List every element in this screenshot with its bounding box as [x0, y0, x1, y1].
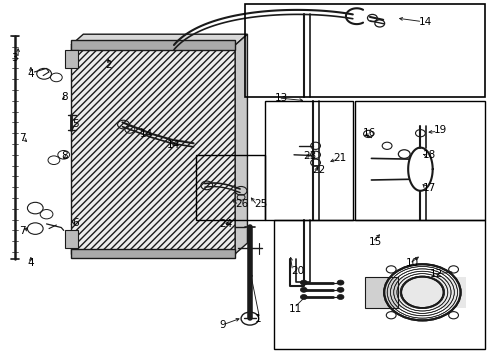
- Text: 2: 2: [105, 60, 112, 70]
- Text: 8: 8: [61, 150, 68, 161]
- Bar: [355, 101, 485, 220]
- Bar: [245, 4, 485, 97]
- Bar: [71, 249, 235, 258]
- Bar: [265, 101, 353, 220]
- Text: 6: 6: [73, 218, 79, 228]
- Text: 15: 15: [368, 237, 382, 247]
- Circle shape: [337, 294, 344, 300]
- Text: 7: 7: [19, 226, 25, 236]
- Bar: [71, 40, 235, 49]
- Bar: [379, 277, 465, 308]
- Text: 11: 11: [289, 304, 302, 314]
- Text: 1: 1: [255, 314, 262, 324]
- Text: 20: 20: [292, 266, 305, 276]
- Text: 23: 23: [303, 150, 316, 161]
- Text: 8: 8: [61, 92, 68, 102]
- Polygon shape: [235, 34, 247, 254]
- Text: 14: 14: [140, 129, 153, 139]
- Text: 13: 13: [274, 93, 288, 103]
- Text: 18: 18: [422, 150, 436, 160]
- Text: 9: 9: [220, 320, 226, 330]
- Text: 26: 26: [235, 199, 248, 210]
- Bar: [65, 230, 78, 248]
- Text: 14: 14: [419, 17, 432, 27]
- Bar: [365, 277, 397, 308]
- Bar: [65, 50, 78, 68]
- Text: 4: 4: [27, 69, 34, 79]
- Text: 7: 7: [19, 132, 25, 143]
- Polygon shape: [71, 34, 247, 45]
- Text: 12: 12: [430, 269, 443, 279]
- Text: 21: 21: [333, 153, 346, 163]
- Text: 4: 4: [27, 258, 34, 268]
- Text: 16: 16: [363, 128, 376, 138]
- Circle shape: [300, 287, 307, 292]
- Bar: [196, 155, 265, 220]
- Circle shape: [300, 280, 307, 285]
- Bar: [274, 220, 485, 349]
- Polygon shape: [71, 45, 235, 254]
- Text: 24: 24: [220, 219, 233, 229]
- Circle shape: [337, 287, 344, 292]
- Text: 14: 14: [167, 140, 180, 150]
- Text: 5: 5: [73, 119, 79, 129]
- Text: 25: 25: [254, 199, 267, 210]
- Text: 22: 22: [313, 165, 326, 175]
- Text: 19: 19: [434, 125, 447, 135]
- Circle shape: [300, 294, 307, 300]
- Circle shape: [337, 280, 344, 285]
- Text: 3: 3: [11, 53, 18, 63]
- Text: 17: 17: [422, 183, 436, 193]
- Text: 10: 10: [406, 258, 419, 268]
